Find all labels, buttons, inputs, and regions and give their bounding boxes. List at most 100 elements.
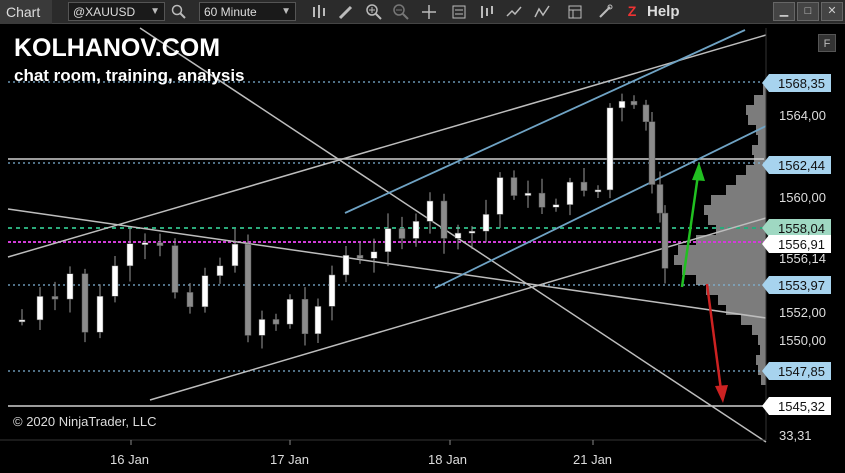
tools-icon[interactable]: [596, 3, 614, 21]
volume-profile-bar: [696, 235, 766, 245]
volume-profile-bar: [726, 305, 766, 315]
volume-profile-bar: [696, 275, 766, 285]
price-tick-1550: 1550,00: [779, 333, 826, 348]
volume-profile-bar: [748, 115, 766, 125]
strategies-icon[interactable]: [533, 3, 551, 21]
volume-profile-bar: [678, 245, 766, 255]
candle-body: [231, 243, 239, 267]
candle-body: [126, 243, 134, 267]
time-tick-18-jan: 18 Jan: [428, 452, 467, 467]
candle-body: [370, 251, 378, 259]
svg-text:1545,32: 1545,32: [778, 399, 825, 414]
svg-text:1553,97: 1553,97: [778, 278, 825, 293]
volume-profile-bar: [741, 315, 766, 325]
instrument-selector[interactable]: @XAUUSD ▼: [68, 2, 165, 21]
data-box-icon[interactable]: [450, 3, 468, 21]
candle-body: [642, 104, 650, 122]
volume-profile: [674, 85, 766, 385]
candle-body: [580, 181, 588, 191]
svg-text:1568,35: 1568,35: [778, 76, 825, 91]
candle-body: [258, 319, 266, 336]
candle-body: [96, 296, 104, 333]
volume-profile-bar: [756, 355, 766, 365]
price-axis: 1564,00 1560,00 1552,00 1550,00 1556,14 …: [762, 74, 831, 443]
price-label-1562-44: 1562,44: [762, 156, 831, 174]
volume-profile-bar: [726, 185, 766, 195]
candle-body: [36, 296, 44, 321]
candle-body: [51, 296, 59, 300]
zoom-in-icon[interactable]: [365, 3, 383, 21]
indicators-icon[interactable]: [505, 3, 523, 21]
chevron-down-icon: ▼: [281, 6, 291, 17]
volume-profile-bar: [736, 175, 766, 185]
candle-body: [201, 275, 209, 308]
candle-body: [440, 200, 448, 239]
candle-body: [648, 121, 656, 185]
svg-text:1556,91: 1556,91: [778, 237, 825, 252]
volume-profile-bar: [718, 295, 766, 305]
search-icon[interactable]: [170, 3, 188, 21]
f-button[interactable]: F: [818, 34, 836, 52]
candle-body: [216, 265, 224, 276]
candle-body: [524, 192, 532, 196]
volume-profile-bar: [711, 195, 766, 205]
maximize-button[interactable]: □: [797, 2, 819, 21]
help-menu[interactable]: Help: [647, 3, 680, 20]
volume-profile-bar: [746, 165, 766, 175]
volume-profile-bar: [716, 225, 766, 235]
trend-line-upper: [7, 34, 767, 258]
candle-body: [412, 221, 420, 239]
window-title: Chart: [0, 0, 52, 24]
candle-body: [301, 299, 309, 335]
volume-profile-bar: [763, 85, 766, 95]
candle-body: [566, 181, 574, 205]
candle-body: [482, 214, 490, 232]
channel-line-upper: [344, 29, 746, 214]
candle-body: [244, 243, 252, 336]
volume-profile-bar: [682, 265, 766, 275]
svg-text:1562,44: 1562,44: [778, 158, 825, 173]
zoom-out-icon[interactable]: [392, 3, 410, 21]
candle-body: [328, 274, 336, 307]
draw-pencil-icon[interactable]: [337, 3, 355, 21]
time-tick-16-jan: 16 Jan: [110, 452, 149, 467]
candle-body: [468, 230, 476, 234]
channel-line-lower: [434, 125, 767, 289]
bar-chart-icon[interactable]: [310, 3, 328, 21]
trend-line-descending: [139, 27, 767, 443]
candle-body: [286, 299, 294, 325]
volume-profile-bar: [752, 325, 766, 335]
volume-profile-bar: [754, 155, 766, 165]
candle-body: [552, 204, 560, 208]
crosshair-icon[interactable]: [420, 3, 438, 21]
z-order-icon[interactable]: Z: [627, 3, 637, 19]
candle-body: [356, 255, 364, 259]
candle-body: [454, 232, 462, 239]
minimize-button[interactable]: ▁: [773, 2, 795, 21]
candle-body: [342, 255, 350, 276]
candle-body: [538, 192, 546, 208]
instrument-value: @XAUUSD: [73, 5, 136, 19]
price-tick-partial-33-31: 33,31: [779, 428, 812, 443]
price-tick-partial-1556-14: 1556,14: [779, 251, 826, 266]
arrow-up-icon: [680, 162, 705, 288]
volume-profile-bar: [704, 205, 766, 215]
candle-body: [426, 200, 434, 222]
volume-profile-bar: [674, 255, 766, 265]
properties-icon[interactable]: [566, 3, 584, 21]
price-label-1547-85: 1547,85: [762, 362, 831, 380]
templates-icon[interactable]: [478, 3, 496, 21]
volume-profile-bar: [708, 215, 766, 225]
timeframe-selector[interactable]: 60 Minute ▼: [199, 2, 296, 21]
candle-body: [111, 265, 119, 297]
candle-body: [594, 189, 602, 193]
volume-profile-bar: [754, 95, 766, 105]
price-tick-1552: 1552,00: [779, 305, 826, 320]
time-tick-17-jan: 17 Jan: [270, 452, 309, 467]
chart-toolbar: Chart @XAUUSD ▼ 60 Minute ▼ Z Help: [0, 0, 845, 24]
price-label-1553-97: 1553,97: [762, 276, 831, 294]
close-button[interactable]: ✕: [821, 2, 843, 21]
candle-body: [606, 107, 614, 191]
volume-profile-bar: [760, 345, 766, 355]
